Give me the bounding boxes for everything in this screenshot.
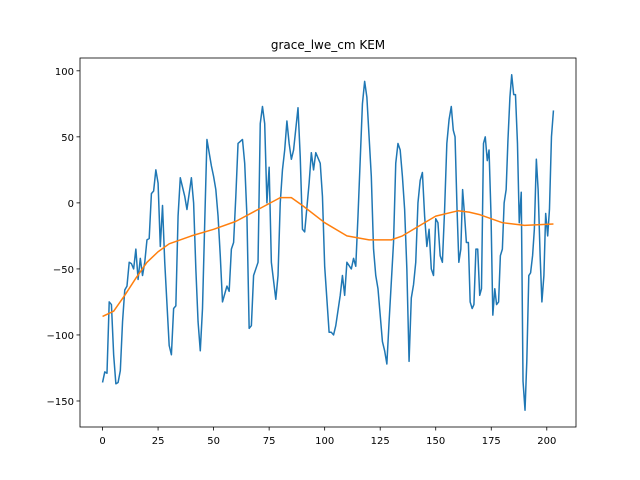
x-tick-label: 25 <box>152 436 165 447</box>
chart-title: grace_lwe_cm KEM <box>271 38 385 52</box>
data-line <box>101 74 555 411</box>
x-tick-label: 50 <box>207 436 220 447</box>
x-tick-label: 125 <box>371 436 390 447</box>
y-tick-label: 0 <box>68 199 74 210</box>
x-tick-label: 0 <box>99 436 105 447</box>
y-tick-label: 100 <box>55 67 74 78</box>
data-line <box>102 196 554 318</box>
y-tick-label: 50 <box>61 133 74 144</box>
x-tick-label: 150 <box>426 436 445 447</box>
y-tick-label: −100 <box>47 331 74 342</box>
x-tick-label: 100 <box>315 436 334 447</box>
x-tick-label: 75 <box>263 436 276 447</box>
x-tick-label: 200 <box>537 436 556 447</box>
y-tick-label: −50 <box>53 265 74 276</box>
y-tick-label: −150 <box>47 397 74 408</box>
x-tick-label: 175 <box>482 436 501 447</box>
plot-frame <box>79 57 577 428</box>
